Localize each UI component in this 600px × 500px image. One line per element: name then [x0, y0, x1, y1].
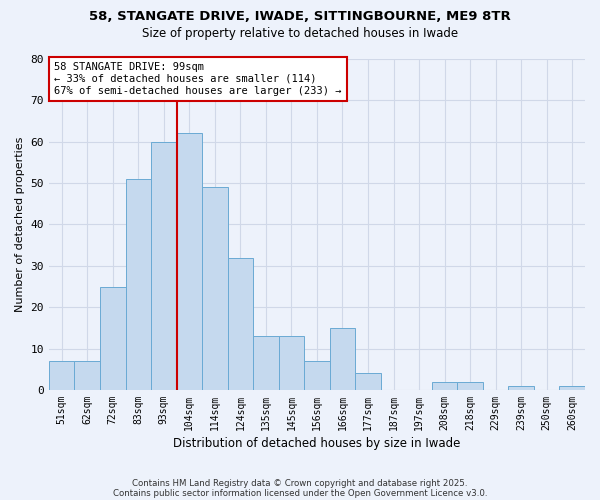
Text: 58, STANGATE DRIVE, IWADE, SITTINGBOURNE, ME9 8TR: 58, STANGATE DRIVE, IWADE, SITTINGBOURNE… [89, 10, 511, 23]
Bar [457, 382, 483, 390]
Bar [125, 179, 151, 390]
Bar [432, 382, 457, 390]
X-axis label: Distribution of detached houses by size in Iwade: Distribution of detached houses by size … [173, 437, 461, 450]
Bar [176, 134, 202, 390]
Bar [49, 361, 74, 390]
Y-axis label: Number of detached properties: Number of detached properties [15, 137, 25, 312]
Bar [227, 258, 253, 390]
Bar [508, 386, 534, 390]
Bar [304, 361, 330, 390]
Bar [559, 386, 585, 390]
Bar [253, 336, 278, 390]
Bar [100, 286, 125, 390]
Text: Contains HM Land Registry data © Crown copyright and database right 2025.: Contains HM Land Registry data © Crown c… [132, 478, 468, 488]
Bar [202, 187, 227, 390]
Bar [355, 374, 381, 390]
Bar [330, 328, 355, 390]
Bar [74, 361, 100, 390]
Bar [151, 142, 176, 390]
Text: Size of property relative to detached houses in Iwade: Size of property relative to detached ho… [142, 28, 458, 40]
Bar [278, 336, 304, 390]
Text: 58 STANGATE DRIVE: 99sqm
← 33% of detached houses are smaller (114)
67% of semi-: 58 STANGATE DRIVE: 99sqm ← 33% of detach… [54, 62, 342, 96]
Text: Contains public sector information licensed under the Open Government Licence v3: Contains public sector information licen… [113, 488, 487, 498]
